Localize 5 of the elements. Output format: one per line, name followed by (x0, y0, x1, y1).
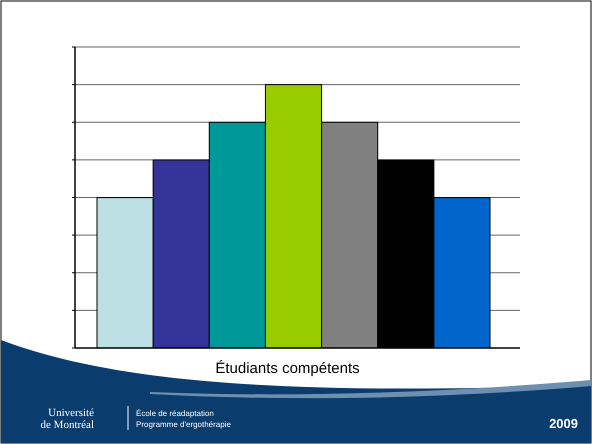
text: 2009 (549, 416, 578, 431)
x-axis-title: Étudiants compétents (215, 359, 360, 377)
text: École de réadaptation (136, 409, 214, 418)
text: Université de Montréal (40, 407, 94, 431)
text: Programme d'ergothérapie (136, 420, 232, 429)
